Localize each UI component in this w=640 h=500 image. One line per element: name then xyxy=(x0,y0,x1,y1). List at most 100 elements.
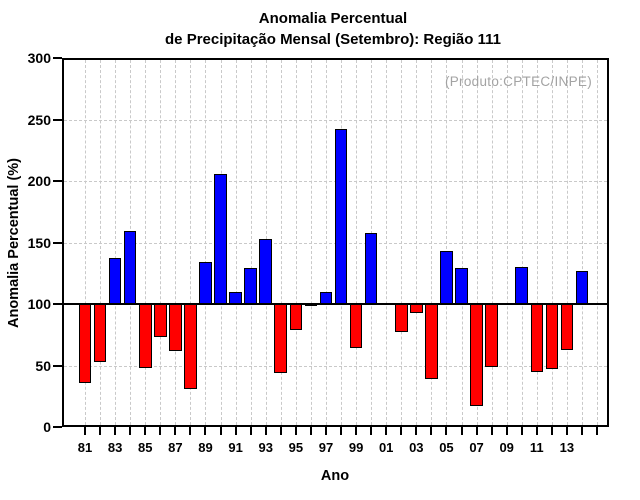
baseline-100 xyxy=(62,303,609,305)
bar-1992 xyxy=(244,268,257,304)
bar-1997 xyxy=(319,291,333,304)
product-annotation: (Produto:CPTEC/INPE) xyxy=(444,74,592,89)
y-tick-label: 200 xyxy=(27,173,51,189)
bar-1988 xyxy=(184,304,197,389)
x-tick-label: 95 xyxy=(288,440,304,455)
bar-2005 xyxy=(440,251,453,304)
x-axis-tick xyxy=(370,427,373,435)
bar-1989 xyxy=(199,262,212,304)
horizontal-gridline xyxy=(64,119,607,121)
bar-1982 xyxy=(93,304,107,362)
x-tick-label: 87 xyxy=(168,440,183,455)
y-axis-tick xyxy=(53,118,62,121)
x-axis-tick xyxy=(580,427,583,435)
x-tick-label: 89 xyxy=(198,440,213,455)
x-tick-label: 99 xyxy=(348,440,364,455)
y-axis-tick xyxy=(53,426,62,428)
x-tick-label: 07 xyxy=(469,440,484,455)
x-axis-tick xyxy=(189,427,192,435)
bar-2010 xyxy=(515,267,529,304)
bar-1994 xyxy=(274,304,288,373)
bar-2014 xyxy=(575,270,589,304)
x-tick-label: 81 xyxy=(77,440,93,455)
x-axis-tick xyxy=(355,427,358,435)
x-tick-label: 01 xyxy=(378,440,394,455)
x-axis-tick xyxy=(174,427,177,435)
bar-2013 xyxy=(560,304,574,350)
x-axis-tick xyxy=(129,427,132,435)
x-tick-label: 11 xyxy=(529,440,544,455)
bar-1984 xyxy=(123,231,137,304)
chart-title: Anomalia Percentual de Precipitação Mens… xyxy=(33,8,633,50)
x-axis-tick xyxy=(114,427,117,435)
x-tick-label: 83 xyxy=(107,440,123,455)
x-axis-tick xyxy=(460,427,463,435)
bar-2000 xyxy=(364,232,378,304)
y-axis-tick xyxy=(53,364,62,367)
y-axis-tick xyxy=(53,241,62,244)
x-axis-tick xyxy=(596,427,599,435)
bar-1995 xyxy=(289,304,303,330)
bar-2011 xyxy=(530,304,544,372)
x-axis-tick xyxy=(340,427,343,435)
bar-2006 xyxy=(455,268,468,304)
bar-1981 xyxy=(78,304,92,383)
y-tick-label: 150 xyxy=(27,234,51,251)
horizontal-gridline xyxy=(64,365,607,367)
y-tick-label: 0 xyxy=(43,419,51,435)
x-axis-tick xyxy=(385,427,388,435)
x-axis-tick xyxy=(415,427,418,435)
chart-title-line-2: de Precipitação Mensal (Setembro): Regiã… xyxy=(165,31,501,48)
y-axis-title: Anomalia Percentual (%) xyxy=(6,158,22,329)
x-axis-tick xyxy=(550,427,553,435)
y-axis-tick xyxy=(53,57,62,59)
x-axis-tick xyxy=(535,427,538,435)
x-axis-title: Ano xyxy=(320,468,350,484)
x-tick-label: 09 xyxy=(499,440,514,455)
x-tick-label: 03 xyxy=(409,440,424,455)
bar-1993 xyxy=(259,238,272,304)
bar-2002 xyxy=(394,304,408,333)
bar-2012 xyxy=(545,304,559,370)
y-axis-tick xyxy=(53,303,62,305)
x-tick-label: 05 xyxy=(439,440,454,455)
x-axis-tick xyxy=(490,427,493,435)
x-axis-tick xyxy=(279,427,282,435)
x-axis-tick xyxy=(565,427,568,435)
bar-1991 xyxy=(229,291,242,304)
y-tick-label: 250 xyxy=(27,111,51,128)
bar-2007 xyxy=(470,304,483,407)
y-tick-label: 50 xyxy=(35,357,51,374)
chart-title-line-1: Anomalia Percentual xyxy=(258,10,408,27)
y-tick-label: 100 xyxy=(27,296,51,312)
x-axis-tick xyxy=(294,427,297,435)
x-axis-tick xyxy=(204,427,207,435)
x-axis-tick xyxy=(445,427,448,435)
bar-1983 xyxy=(108,258,122,304)
x-axis-tick xyxy=(84,427,86,435)
bar-1985 xyxy=(138,304,152,368)
bar-2008 xyxy=(485,304,498,367)
bar-2003 xyxy=(410,304,423,313)
bar-1996 xyxy=(304,304,318,307)
x-axis-tick xyxy=(159,427,162,435)
y-axis-tick xyxy=(53,180,62,182)
x-axis-tick xyxy=(219,427,222,435)
bar-1990 xyxy=(214,173,227,304)
x-axis-tick xyxy=(309,427,312,435)
plot-frame xyxy=(62,58,609,427)
bar-2004 xyxy=(425,304,438,380)
bar-1986 xyxy=(154,304,167,338)
x-axis-tick xyxy=(324,427,327,435)
y-tick-label: 300 xyxy=(27,50,51,66)
x-axis-tick xyxy=(400,427,403,435)
x-axis-tick xyxy=(99,427,102,435)
bar-1998 xyxy=(334,129,348,304)
x-tick-label: 93 xyxy=(258,440,273,455)
x-axis-tick xyxy=(475,427,478,435)
x-axis-tick xyxy=(234,427,237,435)
x-axis-tick xyxy=(264,427,267,435)
bar-1987 xyxy=(169,304,182,351)
x-tick-label: 91 xyxy=(228,440,243,455)
